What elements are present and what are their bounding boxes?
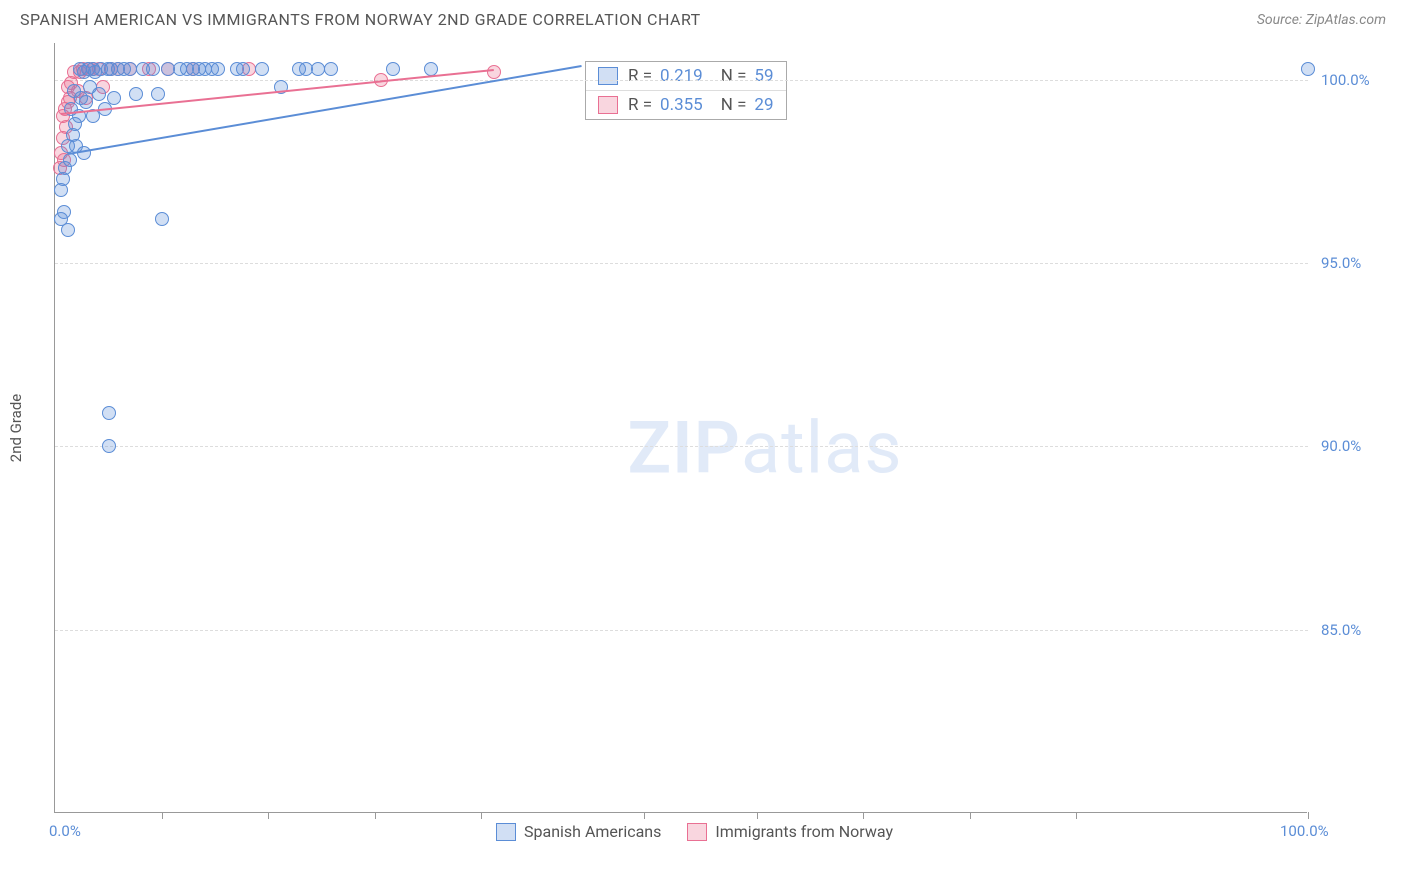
y-tick-label: 100.0% — [1321, 71, 1370, 89]
series-legend: Spanish Americans Immigrants from Norway — [496, 822, 893, 841]
data-point-series-a — [1301, 62, 1315, 76]
watermark-zip: ZIP — [627, 406, 740, 491]
n-value-b: 29 — [754, 95, 773, 115]
data-point-series-a — [107, 91, 121, 105]
plot-region: ZIPatlas R = 0.219 N = 59 R = 0.355 N = … — [54, 43, 1307, 813]
data-point-series-a — [61, 223, 75, 237]
r-label: R = — [628, 66, 652, 86]
x-tick — [757, 812, 758, 819]
data-point-series-a — [155, 212, 169, 226]
data-point-series-a — [57, 205, 71, 219]
data-point-series-a — [102, 439, 116, 453]
data-point-series-a — [211, 62, 225, 76]
y-tick-label: 90.0% — [1321, 437, 1361, 455]
x-tick — [863, 812, 864, 819]
r-label: R = — [628, 95, 652, 115]
legend-row-series-b: R = 0.355 N = 29 — [586, 90, 786, 119]
data-point-series-a — [324, 62, 338, 76]
gridline — [55, 446, 1308, 447]
x-tick — [1076, 812, 1077, 819]
watermark-atlas: atlas — [741, 406, 903, 491]
data-point-series-a — [92, 87, 106, 101]
correlation-legend: R = 0.219 N = 59 R = 0.355 N = 29 — [585, 61, 787, 120]
n-label: N = — [721, 95, 747, 115]
data-point-series-a — [424, 62, 438, 76]
r-value-a: 0.219 — [660, 66, 703, 86]
series-b-name: Immigrants from Norway — [715, 822, 893, 841]
y-tick-label: 95.0% — [1321, 254, 1361, 272]
x-tick — [268, 812, 269, 819]
data-point-series-a — [386, 62, 400, 76]
x-tick — [162, 812, 163, 819]
r-value-b: 0.355 — [660, 95, 703, 115]
data-point-series-a — [255, 62, 269, 76]
x-tick-label: 100.0% — [1280, 822, 1329, 840]
series-a-name: Spanish Americans — [524, 822, 661, 841]
y-axis-label: 2nd Grade — [7, 394, 25, 462]
y-tick-label: 85.0% — [1321, 621, 1361, 639]
swatch-series-b — [687, 823, 707, 841]
x-tick — [1308, 812, 1309, 819]
legend-item-series-a: Spanish Americans — [496, 822, 661, 841]
data-point-series-a — [79, 95, 93, 109]
swatch-series-a — [496, 823, 516, 841]
gridline — [55, 80, 1308, 81]
x-tick — [970, 812, 971, 819]
n-value-a: 59 — [754, 66, 773, 86]
legend-item-series-b: Immigrants from Norway — [687, 822, 893, 841]
chart-title: SPANISH AMERICAN VS IMMIGRANTS FROM NORW… — [20, 10, 701, 29]
data-point-series-a — [146, 62, 160, 76]
watermark: ZIPatlas — [627, 406, 902, 491]
swatch-series-a — [598, 67, 618, 85]
x-tick-label: 0.0% — [49, 822, 81, 840]
data-point-series-a — [63, 153, 77, 167]
gridline — [55, 263, 1308, 264]
n-label: N = — [721, 66, 747, 86]
data-point-series-a — [236, 62, 250, 76]
data-point-series-a — [151, 87, 165, 101]
x-tick — [644, 812, 645, 819]
swatch-series-b — [598, 96, 618, 114]
trend-line — [67, 65, 581, 155]
legend-row-series-a: R = 0.219 N = 59 — [586, 62, 786, 90]
chart-area: 2nd Grade ZIPatlas R = 0.219 N = 59 R = … — [54, 43, 1364, 813]
gridline — [55, 630, 1308, 631]
x-tick — [481, 812, 482, 819]
data-point-series-b — [487, 65, 501, 79]
x-tick — [375, 812, 376, 819]
source-attribution: Source: ZipAtlas.com — [1257, 12, 1386, 28]
data-point-series-a — [129, 87, 143, 101]
data-point-series-a — [102, 406, 116, 420]
